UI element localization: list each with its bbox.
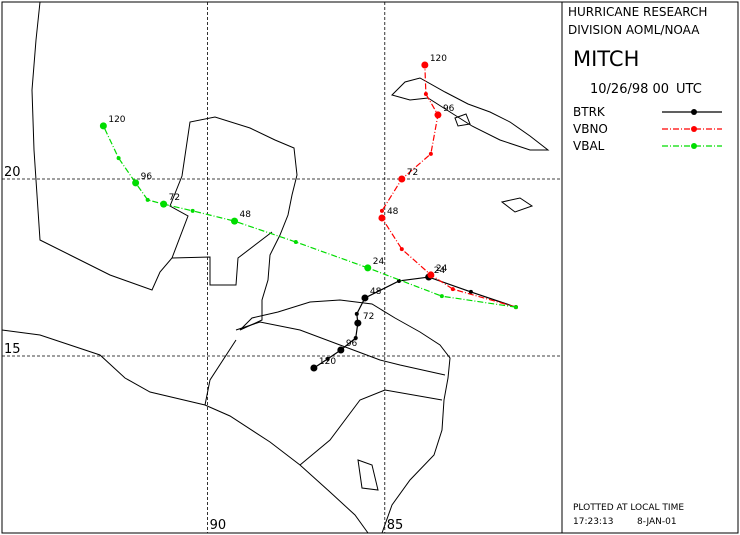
track-point	[190, 208, 195, 213]
track-point	[439, 294, 444, 299]
header-line: DIVISION AOML/NOAA	[568, 23, 700, 37]
track-point	[325, 356, 330, 361]
track-point	[378, 214, 386, 222]
track-point	[434, 111, 442, 119]
track-line	[381, 64, 517, 308]
footer-time: 17:23:13	[573, 517, 613, 527]
track-point	[364, 264, 372, 272]
y-tick-label: 20	[4, 165, 21, 180]
islands-lakes	[357, 113, 534, 491]
hour-label: 72	[407, 168, 418, 178]
header-line: HURRICANE RESEARCH	[568, 5, 707, 19]
hour-label: 48	[240, 210, 252, 220]
track-point	[468, 289, 473, 294]
x-tick-label: 85	[387, 518, 404, 533]
track-point	[116, 156, 121, 161]
hour-label: 120	[319, 357, 336, 367]
track-point	[99, 122, 107, 130]
legend-dot	[691, 126, 697, 132]
hour-label: 24	[436, 264, 448, 274]
hour-label: 72	[363, 312, 374, 322]
track-point	[337, 346, 345, 354]
footer-note: PLOTTED AT LOCAL TIME	[573, 503, 684, 513]
cuba	[391, 77, 550, 151]
hour-label: 120	[430, 54, 447, 64]
hour-label: 120	[108, 115, 125, 125]
track-point	[310, 364, 318, 372]
info-panel	[561, 1, 739, 534]
track-point	[421, 61, 429, 69]
track-point	[353, 335, 358, 340]
hour-label: 96	[346, 339, 358, 349]
track-point	[423, 92, 428, 97]
track-point	[145, 197, 150, 202]
time-zone: UTC	[676, 82, 702, 97]
track-point	[354, 311, 359, 316]
footer-date: 8-JAN-01	[637, 517, 677, 527]
track-point	[354, 319, 362, 327]
legend-dot	[691, 143, 697, 149]
track-point	[361, 294, 369, 302]
track-point	[398, 175, 406, 183]
hour-label: 96	[141, 172, 153, 182]
hour-label: 96	[443, 104, 455, 114]
legend-dot	[691, 109, 697, 115]
hour-label: 48	[387, 207, 399, 217]
track-point	[450, 287, 455, 292]
hour-label: 24	[373, 257, 385, 267]
date: 10/26/98 00	[590, 82, 669, 97]
hour-label: 72	[169, 193, 180, 203]
borders	[171, 231, 446, 466]
track-point	[293, 240, 298, 245]
y-tick-label: 15	[4, 342, 21, 357]
legend-label: VBNO	[573, 122, 608, 136]
track-point	[160, 200, 168, 208]
hour-label: 24	[434, 266, 446, 276]
track-point	[427, 271, 435, 279]
legend-label: BTRK	[573, 105, 606, 119]
track-point	[231, 217, 239, 225]
track-point	[399, 247, 404, 252]
track-point	[428, 151, 433, 156]
track-point	[513, 305, 518, 310]
track-point	[379, 208, 384, 213]
pacific-coast	[1, 329, 369, 534]
storm-name: MITCH	[573, 47, 639, 71]
hour-label: 48	[370, 287, 382, 297]
x-tick-label: 90	[210, 518, 227, 533]
track-point	[132, 179, 140, 187]
legend-label: VBAL	[573, 139, 605, 153]
